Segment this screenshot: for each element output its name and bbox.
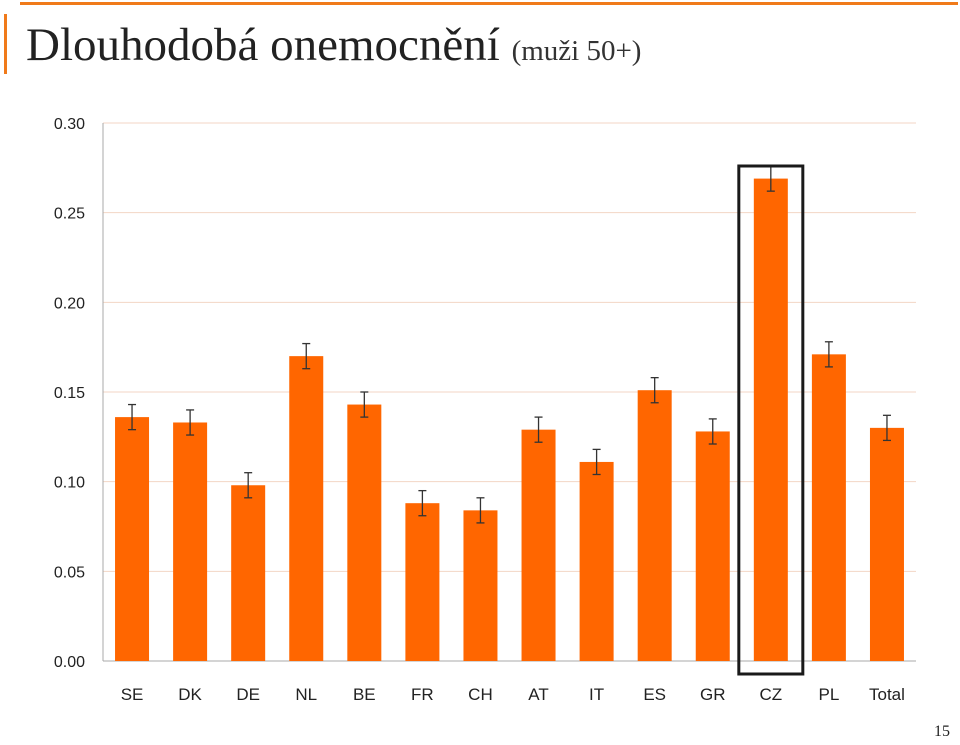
y-tick-label: 0.00 — [54, 654, 85, 671]
x-tick-label: CH — [468, 685, 493, 704]
bar-dk — [173, 422, 208, 661]
y-tick-label: 0.30 — [54, 116, 85, 133]
bar-total — [869, 427, 904, 661]
x-tick-label: FR — [411, 685, 434, 704]
x-tick-label: NL — [295, 685, 317, 704]
highlight-box-cz — [737, 164, 805, 676]
x-tick-label: CZ — [759, 685, 782, 704]
bar-nl — [289, 356, 324, 661]
x-tick-label: SE — [121, 685, 144, 704]
bar-be — [347, 404, 382, 661]
x-tick-label: IT — [589, 685, 604, 704]
bar-it — [579, 461, 614, 661]
y-tick-label: 0.05 — [54, 564, 85, 581]
x-tick-label: BE — [353, 685, 376, 704]
y-tick-label: 0.15 — [54, 385, 85, 402]
x-tick-label: DE — [236, 685, 260, 704]
bar-fr — [405, 503, 440, 661]
bar-gr — [695, 431, 730, 661]
x-tick-label: AT — [528, 685, 548, 704]
title-subtitle: (muži 50+) — [511, 35, 642, 67]
slide-title: Dlouhodobá onemocnění (muži 50+) — [26, 22, 641, 69]
y-tick-label: 0.20 — [54, 295, 85, 312]
x-tick-label: GR — [700, 685, 726, 704]
x-tick-label: DK — [178, 685, 202, 704]
bar-ch — [463, 510, 498, 661]
bar-se — [115, 417, 150, 661]
y-tick-label: 0.10 — [54, 475, 85, 492]
left-accent-rule — [4, 14, 7, 74]
slide-number: 15 — [934, 723, 950, 740]
title-main: Dlouhodobá onemocnění — [26, 19, 500, 71]
y-tick-label: 0.25 — [54, 206, 85, 223]
x-tick-label: ES — [643, 685, 666, 704]
bar-pl — [811, 354, 846, 661]
bar-es — [637, 390, 672, 661]
bar-at — [521, 429, 556, 661]
top-accent-rule — [20, 2, 958, 5]
x-tick-label: Total — [869, 685, 905, 704]
bar-de — [231, 485, 266, 661]
bar-cz — [753, 178, 788, 662]
x-tick-label: PL — [818, 685, 839, 704]
